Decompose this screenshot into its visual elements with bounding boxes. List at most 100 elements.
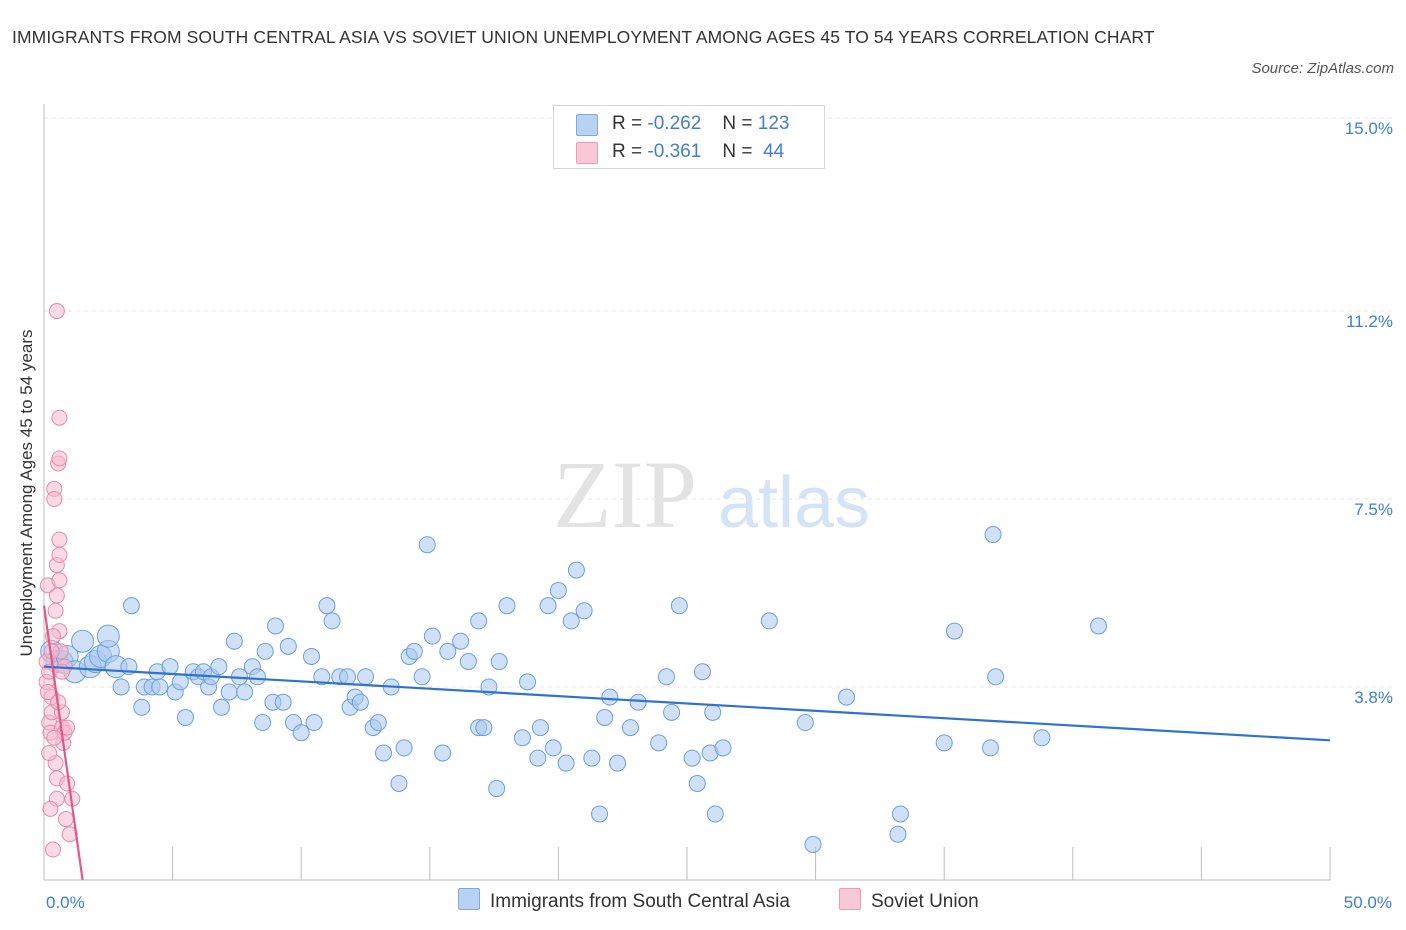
blue-point <box>133 698 151 716</box>
blue-point <box>704 703 722 721</box>
blue-point <box>470 612 488 630</box>
blue-point <box>544 739 562 757</box>
blue-point <box>981 739 999 757</box>
blue-point <box>256 642 274 660</box>
x-tick-label: 50.0% <box>1344 893 1392 912</box>
blue-point <box>434 744 452 762</box>
blue-point <box>161 658 179 676</box>
blue-point <box>405 642 423 660</box>
bottom-legend-swatch-blue <box>458 888 480 910</box>
pink-point <box>51 450 68 467</box>
y-tick-label: 11.2% <box>1346 312 1393 331</box>
pink-point <box>59 775 76 792</box>
blue-point <box>539 597 557 615</box>
blue-point <box>498 597 516 615</box>
blue-point <box>423 627 441 645</box>
pink-point <box>48 587 65 604</box>
blue-point <box>171 673 189 691</box>
blue-point <box>670 597 688 615</box>
pink-point <box>46 729 63 746</box>
blue-point <box>987 668 1005 686</box>
blue-point <box>796 714 814 732</box>
blue-point <box>302 647 320 665</box>
r-label: R = <box>612 141 643 162</box>
blue-point <box>891 805 909 823</box>
blue-point <box>96 624 120 648</box>
pink-point <box>46 491 63 507</box>
blue-point <box>357 668 374 686</box>
pink-point <box>39 684 56 701</box>
blue-point <box>609 754 627 772</box>
y-axis-labels: 15.0% 11.2% 7.5% 3.8% <box>1345 119 1393 707</box>
x-axis-labels: 0.0% 50.0% <box>46 893 1392 912</box>
blue-point <box>351 693 369 711</box>
blue-point <box>176 708 194 726</box>
blue-point <box>688 774 706 792</box>
blue-point <box>583 749 601 767</box>
pink-point <box>47 602 64 619</box>
blue-point <box>390 774 408 792</box>
y-tick-label: 7.5% <box>1354 500 1393 519</box>
legend-swatch-blue <box>576 114 598 136</box>
blue-point <box>575 602 593 620</box>
blue-point <box>151 678 169 696</box>
n-value-pink: 44 <box>763 141 785 162</box>
blue-point <box>760 612 778 630</box>
blue-point <box>1033 729 1051 747</box>
blue-point <box>220 683 238 701</box>
blue-point <box>706 805 724 823</box>
blue-point <box>945 622 963 640</box>
blue-point <box>837 688 855 706</box>
y-axis-title: Unemployment Among Ages 45 to 54 years <box>17 330 36 657</box>
blue-point <box>292 724 310 742</box>
blue-point <box>413 668 431 686</box>
blue-point <box>683 749 701 767</box>
watermark-zip: ZIP <box>553 441 697 548</box>
pink-point <box>48 303 65 320</box>
blue-point <box>71 629 95 653</box>
blue-point <box>596 708 614 726</box>
blue-point <box>266 617 284 635</box>
pink-point <box>51 409 68 426</box>
blue-point <box>490 653 508 671</box>
x-tick-label: 0.0% <box>46 893 85 912</box>
blue-point <box>369 714 387 732</box>
bottom-legend-blue: Immigrants from South Central Asia <box>458 888 790 913</box>
blue-point <box>212 698 230 716</box>
blue-point <box>375 744 393 762</box>
blue-point <box>621 719 639 737</box>
blue-point <box>418 536 436 554</box>
blue-point <box>714 739 732 757</box>
blue-point <box>439 642 457 660</box>
pink-point <box>42 800 59 817</box>
bottom-legend-label-pink: Soviet Union <box>871 891 979 912</box>
blue-point <box>663 703 681 721</box>
blue-point <box>459 653 477 671</box>
n-label: N = <box>722 141 753 162</box>
bottom-legend-label-blue: Immigrants from South Central Asia <box>490 891 790 912</box>
y-tick-label: 15.0% <box>1345 119 1393 138</box>
blue-point <box>935 734 953 752</box>
pink-point <box>57 811 74 828</box>
series-pink-points <box>38 303 81 858</box>
blue-point <box>210 658 228 676</box>
blue-point <box>519 673 537 691</box>
pink-point <box>45 841 62 858</box>
blue-point <box>804 835 822 853</box>
trend-line-pink <box>42 605 84 881</box>
source-label: Source: ZipAtlas.com <box>1251 60 1394 77</box>
blue-point <box>657 668 675 686</box>
blue-point <box>305 714 323 732</box>
pink-point <box>51 546 68 563</box>
n-label: N = <box>722 113 753 134</box>
correlation-legend: R = -0.262 N = 123 R = -0.361 N = 44 <box>553 105 825 169</box>
blue-point <box>650 734 668 752</box>
blue-point <box>488 780 506 798</box>
bottom-legend-pink: Soviet Union <box>839 888 979 913</box>
blue-point <box>475 719 493 737</box>
trend-lines <box>42 605 1331 881</box>
blue-point <box>1090 617 1108 635</box>
blue-point <box>274 693 292 711</box>
blue-point <box>601 688 619 706</box>
pink-point <box>41 745 58 761</box>
